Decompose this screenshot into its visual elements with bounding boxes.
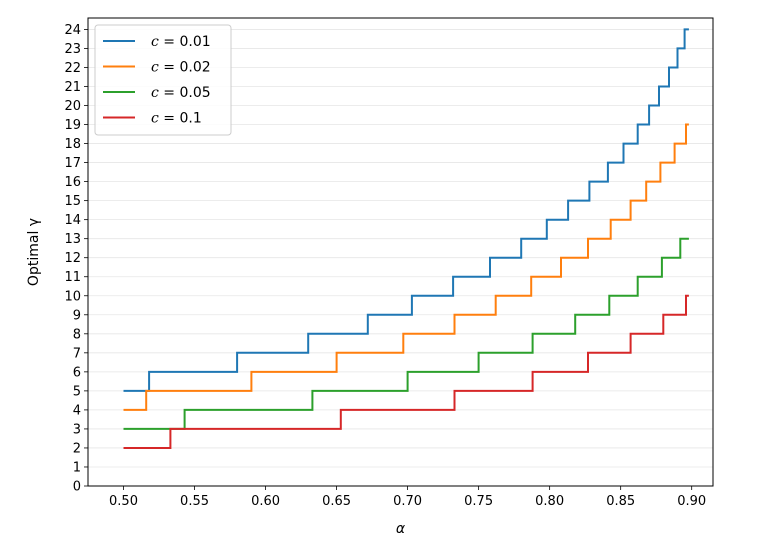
legend-box — [94, 24, 232, 136]
legend-equals: = — [159, 34, 180, 50]
x-tick-label: 0.65 — [322, 494, 351, 509]
series-line-2 — [123, 123, 689, 411]
legend-equals: = — [159, 60, 180, 76]
y-axis-label: Optimal γ — [26, 218, 42, 286]
legend-value: 0.1 — [179, 111, 201, 127]
y-tick-label: 5 — [73, 384, 81, 399]
y-tick-label: 11 — [64, 270, 81, 285]
legend-variable: c — [151, 111, 159, 127]
y-tick-label: 20 — [64, 99, 81, 114]
y-tick-label: 1 — [73, 460, 81, 475]
legend-equals: = — [159, 111, 180, 127]
y-tick-label: 23 — [64, 42, 81, 57]
y-tick-label: 3 — [73, 422, 81, 437]
x-axis-label: α — [396, 521, 406, 537]
legend-entry-label: c = 0.02 — [151, 60, 211, 76]
y-tick-label: 18 — [64, 137, 81, 152]
legend-variable: c — [151, 34, 159, 50]
legend: c = 0.01c = 0.02c = 0.05c = 0.1 — [94, 24, 232, 136]
x-tick-label: 0.90 — [677, 494, 706, 509]
y-tick-label: 0 — [73, 480, 81, 495]
y-tick-label: 19 — [64, 118, 81, 133]
y-tick-label: 22 — [64, 61, 81, 76]
y-tick-label: 13 — [64, 232, 81, 247]
legend-value: 0.01 — [179, 34, 210, 50]
y-tick-label: 6 — [73, 365, 81, 380]
legend-value: 0.05 — [179, 85, 210, 101]
y-tick-label: 21 — [64, 80, 81, 95]
legend-equals: = — [159, 85, 180, 101]
x-tick-label: 0.70 — [393, 494, 422, 509]
y-tick-label: 24 — [64, 23, 81, 38]
y-tick-label: 7 — [73, 346, 81, 361]
series-lines — [123, 28, 689, 449]
legend-entry-label: c = 0.05 — [151, 85, 211, 101]
series-line-1 — [123, 28, 689, 392]
x-tick-label: 0.75 — [464, 494, 493, 509]
series-line-4 — [123, 294, 689, 449]
y-tick-label: 17 — [64, 156, 81, 171]
legend-value: 0.02 — [179, 60, 210, 76]
y-tick-label: 15 — [64, 194, 81, 209]
x-tick-label: 0.60 — [251, 494, 280, 509]
y-tick-label: 8 — [73, 327, 81, 342]
y-tick-label: 10 — [64, 289, 81, 304]
legend-variable: c — [151, 60, 159, 76]
y-tick-label: 4 — [73, 403, 81, 418]
x-axis-ticks: 0.50 0.55 0.60 0.65 0.70 0.75 0.80 0.85 0.90 — [109, 486, 706, 509]
x-tick-label: 0.80 — [535, 494, 564, 509]
y-tick-label: 14 — [64, 213, 81, 228]
y-tick-label: 16 — [64, 175, 81, 190]
series-line-3 — [123, 237, 689, 430]
x-tick-label: 0.55 — [180, 494, 209, 509]
y-tick-label: 2 — [73, 441, 81, 456]
x-tick-label: 0.85 — [606, 494, 635, 509]
x-tick-label: 0.50 — [109, 494, 138, 509]
plot-area-frame — [87, 17, 714, 487]
legend-entry-label: c = 0.01 — [151, 34, 211, 50]
y-tick-label: 12 — [64, 251, 81, 266]
legend-entry-label: c = 0.1 — [151, 111, 202, 127]
legend-variable: c — [151, 85, 159, 101]
y-tick-label: 9 — [73, 308, 81, 323]
